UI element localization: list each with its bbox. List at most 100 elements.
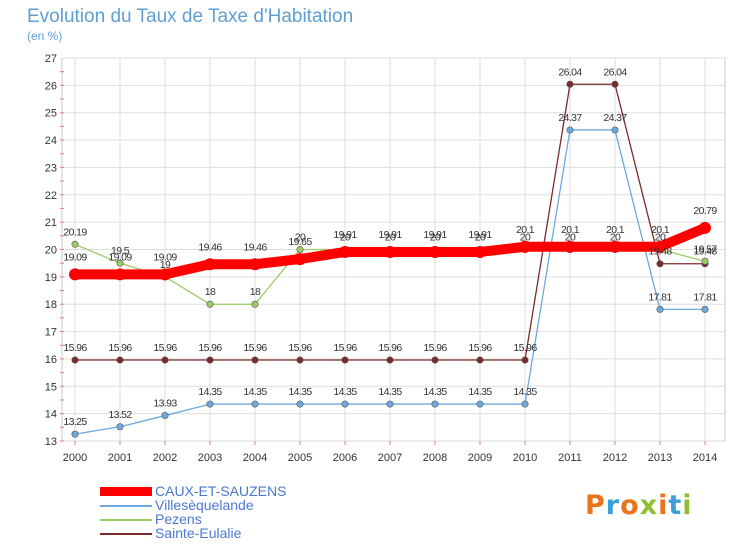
data-label: 19.48 xyxy=(648,246,672,258)
data-label: 15.96 xyxy=(423,342,447,354)
legend-label: Pezens xyxy=(155,511,202,527)
y-tick-label: 26 xyxy=(45,80,57,92)
data-label: 20.1 xyxy=(606,224,625,236)
data-label: 14.35 xyxy=(468,386,492,398)
data-point-2 xyxy=(701,257,709,265)
x-tick-label: 2012 xyxy=(603,452,627,464)
data-point-3 xyxy=(521,356,529,364)
legend-swatch xyxy=(100,533,152,535)
data-label: 17.81 xyxy=(648,291,672,303)
data-label: 19.46 xyxy=(243,241,267,253)
data-point-1 xyxy=(521,400,529,408)
data-label: 14.35 xyxy=(333,386,357,398)
data-label: 18 xyxy=(250,286,261,298)
data-label: 14.35 xyxy=(423,386,447,398)
y-tick-label: 20 xyxy=(45,245,57,257)
data-point-1 xyxy=(566,126,574,134)
data-label: 20 xyxy=(520,232,531,244)
data-point-0 xyxy=(654,240,666,253)
data-point-3 xyxy=(161,356,169,364)
data-point-2 xyxy=(206,300,214,308)
data-label: 15.96 xyxy=(108,342,132,354)
data-label: 20.1 xyxy=(561,224,580,236)
data-label: 20 xyxy=(655,232,666,244)
y-tick-label: 21 xyxy=(45,217,57,229)
data-label: 19.09 xyxy=(153,251,177,263)
data-label: 15.96 xyxy=(288,342,312,354)
y-tick-label: 23 xyxy=(45,162,57,174)
data-point-1 xyxy=(251,400,259,408)
y-tick-label: 27 xyxy=(45,53,57,65)
data-label: 13.25 xyxy=(63,416,87,428)
data-label: 17.81 xyxy=(693,291,717,303)
data-label: 20 xyxy=(610,232,621,244)
data-label: 19.09 xyxy=(63,251,87,263)
data-point-1 xyxy=(611,126,619,134)
x-tick-label: 2010 xyxy=(513,452,537,464)
data-point-1 xyxy=(116,423,124,431)
data-label: 20 xyxy=(475,232,486,244)
data-label: 19.91 xyxy=(423,229,447,241)
data-label: 18 xyxy=(205,286,216,298)
data-label: 24.37 xyxy=(558,112,582,124)
proxiti-logo: Proxiti xyxy=(585,490,693,521)
data-point-1 xyxy=(386,400,394,408)
x-tick-label: 2009 xyxy=(468,452,492,464)
x-tick-label: 2008 xyxy=(423,452,447,464)
data-point-0 xyxy=(249,258,261,271)
data-label: 14.35 xyxy=(378,386,402,398)
data-label: 15.96 xyxy=(243,342,267,354)
data-point-0 xyxy=(69,268,81,281)
chart-title: Evolution du Taux de Taxe d'Habitation xyxy=(27,6,354,27)
data-label: 20 xyxy=(385,232,396,244)
data-point-0 xyxy=(429,245,441,258)
legend-label: Sainte-Eulalie xyxy=(155,525,242,541)
data-label: 13.52 xyxy=(108,409,132,421)
x-tick-label: 2014 xyxy=(693,452,717,464)
data-label: 20.19 xyxy=(63,226,87,238)
x-tick-label: 2007 xyxy=(378,452,402,464)
data-point-1 xyxy=(161,412,169,420)
data-label: 15.96 xyxy=(333,342,357,354)
data-label: 15.96 xyxy=(513,342,537,354)
data-label: 19.09 xyxy=(108,251,132,263)
data-point-0 xyxy=(114,268,126,281)
data-point-3 xyxy=(656,260,664,268)
x-tick-label: 2002 xyxy=(153,452,177,464)
data-label: 24.37 xyxy=(603,112,627,124)
data-label: 20 xyxy=(430,232,441,244)
y-tick-label: 16 xyxy=(45,354,57,366)
data-point-3 xyxy=(341,356,349,364)
y-tick-label: 19 xyxy=(45,272,57,284)
data-point-0 xyxy=(159,268,171,281)
data-label: 19.5 xyxy=(111,245,130,257)
y-tick-label: 24 xyxy=(45,135,57,147)
data-label: 15.96 xyxy=(198,342,222,354)
data-point-3 xyxy=(476,356,484,364)
data-point-0 xyxy=(564,240,576,253)
data-label: 15.96 xyxy=(378,342,402,354)
legend-swatch xyxy=(100,505,152,507)
data-point-0 xyxy=(204,258,216,271)
data-point-0 xyxy=(384,245,396,258)
data-point-3 xyxy=(611,80,619,88)
y-tick-label: 25 xyxy=(45,108,57,120)
data-label: 15.96 xyxy=(468,342,492,354)
data-point-2 xyxy=(116,259,124,267)
x-tick-label: 2005 xyxy=(288,452,312,464)
data-point-1 xyxy=(71,430,79,438)
data-label: 26.04 xyxy=(603,66,627,78)
data-label: 19.91 xyxy=(378,229,402,241)
data-label: 19.91 xyxy=(333,229,357,241)
data-label: 13.93 xyxy=(153,398,177,410)
data-point-3 xyxy=(431,356,439,364)
data-label: 14.35 xyxy=(288,386,312,398)
data-label: 19.46 xyxy=(198,241,222,253)
data-label: 20.79 xyxy=(693,205,717,217)
data-label: 14.35 xyxy=(243,386,267,398)
data-point-0 xyxy=(474,245,486,258)
data-label: 20.1 xyxy=(651,224,670,236)
data-point-3 xyxy=(116,356,124,364)
data-label: 20 xyxy=(565,232,576,244)
